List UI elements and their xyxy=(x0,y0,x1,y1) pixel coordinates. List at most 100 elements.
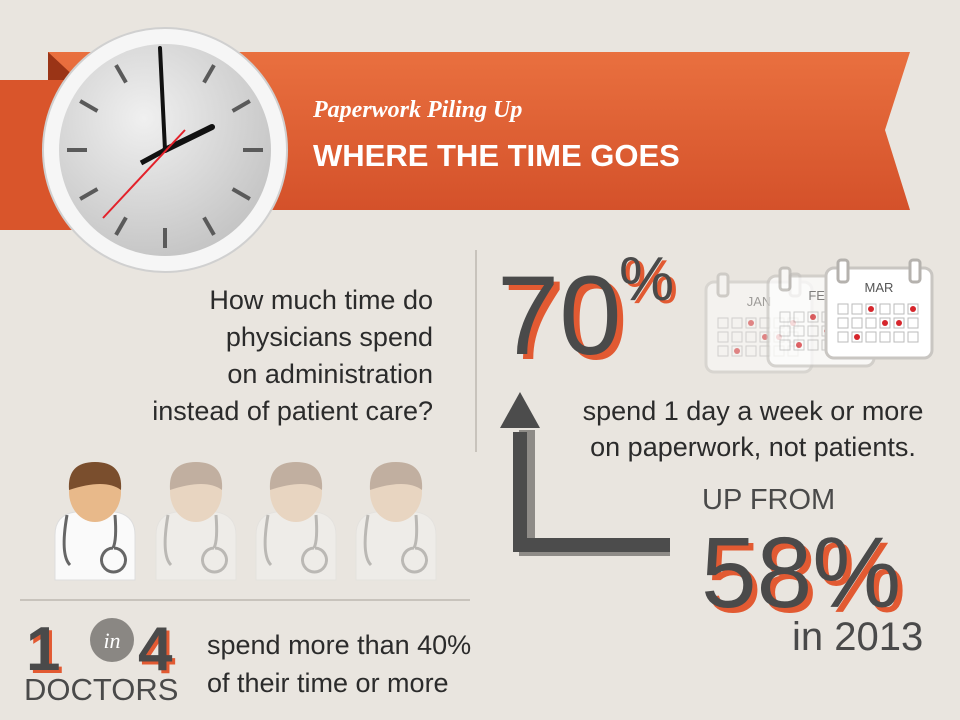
calendar-cell xyxy=(907,331,919,343)
stat-symbol-shadow: % xyxy=(623,248,678,317)
clock-part xyxy=(162,124,215,153)
arrow xyxy=(500,392,670,556)
doctor xyxy=(255,462,337,581)
calendar-dot xyxy=(734,348,740,354)
doctor-stethoscope xyxy=(263,514,328,574)
calendar-cell xyxy=(865,303,877,315)
question-line: How much time do xyxy=(209,285,433,315)
clock-part xyxy=(102,129,186,219)
stat-number-shadow: 70 xyxy=(503,258,628,383)
calendar-dot xyxy=(910,306,916,312)
clock-tick xyxy=(231,99,251,113)
calendar-cell xyxy=(779,311,791,323)
calendar: MAR xyxy=(824,258,934,360)
calendar-cell xyxy=(793,325,805,337)
doctor-hair xyxy=(269,462,323,490)
question-line: instead of patient care? xyxy=(152,396,433,426)
doctor-face xyxy=(170,462,222,522)
clock-tick xyxy=(79,99,99,113)
ratio-text: of their time or more xyxy=(207,668,449,698)
calendar-dot xyxy=(896,320,902,326)
doctor xyxy=(54,462,136,581)
calendar-cell xyxy=(837,317,849,329)
ratio-unit: DOCTORS xyxy=(24,672,178,707)
calendar-cell xyxy=(837,331,849,343)
subtitle: Paperwork Piling Up xyxy=(312,97,522,123)
calendar-cell xyxy=(879,317,891,329)
doctor-hair xyxy=(169,462,223,490)
calendar-dot xyxy=(796,342,802,348)
stat-number: 70 xyxy=(497,253,622,378)
clock-tick xyxy=(231,187,251,201)
calendar-cell xyxy=(793,311,805,323)
calendar-cell xyxy=(807,339,819,351)
calendar-cell xyxy=(793,339,805,351)
prior-number: 58% xyxy=(701,517,901,629)
calendar-cell xyxy=(879,303,891,315)
clock xyxy=(42,27,288,273)
calendar-cell xyxy=(807,311,819,323)
calendar-cell xyxy=(717,317,729,329)
calendar-ring xyxy=(836,258,850,284)
clock-tick xyxy=(202,216,216,236)
infographic-part: How much time do physicians spend on adm… xyxy=(152,285,433,426)
doctor xyxy=(155,462,237,581)
calendar-cell xyxy=(717,345,729,357)
clock-tick xyxy=(114,216,128,236)
stat-symbol: % xyxy=(619,245,674,314)
question-line: on administration xyxy=(227,359,433,389)
calendar-ring xyxy=(908,258,922,284)
calendar-ring xyxy=(778,266,792,292)
doctor-coat xyxy=(255,511,337,581)
calendar-cell xyxy=(717,331,729,343)
calendar-cell xyxy=(745,331,757,343)
calendar-cell xyxy=(893,317,905,329)
calendar-cell xyxy=(731,331,743,343)
calendar-cell xyxy=(907,317,919,329)
stat-text: spend 1 day a week or more xyxy=(583,396,924,426)
ratio-shadow: 1 xyxy=(29,618,63,687)
prior-number-shadow: 58% xyxy=(706,522,906,634)
calendar-cell xyxy=(731,317,743,329)
stat-text: on paperwork, not patients. xyxy=(590,432,916,462)
calendar-cell xyxy=(851,331,863,343)
prior-lead: UP FROM xyxy=(702,484,835,516)
doctor-hair xyxy=(369,462,423,490)
ratio-shadow: 4 xyxy=(141,618,176,687)
clock-part xyxy=(139,147,167,166)
calendar-cell xyxy=(893,331,905,343)
calendar-cell xyxy=(837,303,849,315)
calendar-cell xyxy=(865,317,877,329)
clock-tick xyxy=(202,64,216,84)
title: WHERE THE TIME GOES xyxy=(313,138,680,173)
calendar-cell xyxy=(879,331,891,343)
prior-tail: in 2013 xyxy=(792,615,923,659)
calendar-month: JAN xyxy=(747,294,772,309)
infographic-part: spend 1 day a week or more on paperwork,… xyxy=(583,396,924,462)
calendar-cell xyxy=(779,339,791,351)
calendar-dot xyxy=(810,314,816,320)
calendar-dot xyxy=(748,320,754,326)
clock-tick xyxy=(114,64,128,84)
calendar-cell xyxy=(893,303,905,315)
ratio-badge xyxy=(90,618,134,662)
arrow-part xyxy=(513,432,670,552)
doctor-stethoscope xyxy=(363,514,428,574)
ratio-denominator: 4 xyxy=(138,615,173,684)
calendar-cell xyxy=(851,303,863,315)
doctors xyxy=(54,462,437,581)
calendar-dot xyxy=(854,334,860,340)
doctor-face xyxy=(370,462,422,522)
doctor xyxy=(355,462,437,581)
calendar-ring xyxy=(716,272,730,298)
calendar-cell xyxy=(779,325,791,337)
clock-part xyxy=(158,46,167,152)
calendar-cell xyxy=(807,325,819,337)
doctor-coat xyxy=(355,511,437,581)
calendar-cell xyxy=(745,345,757,357)
calendar-cell xyxy=(865,331,877,343)
doctor-face xyxy=(270,462,322,522)
ratio-word: in xyxy=(103,628,120,653)
